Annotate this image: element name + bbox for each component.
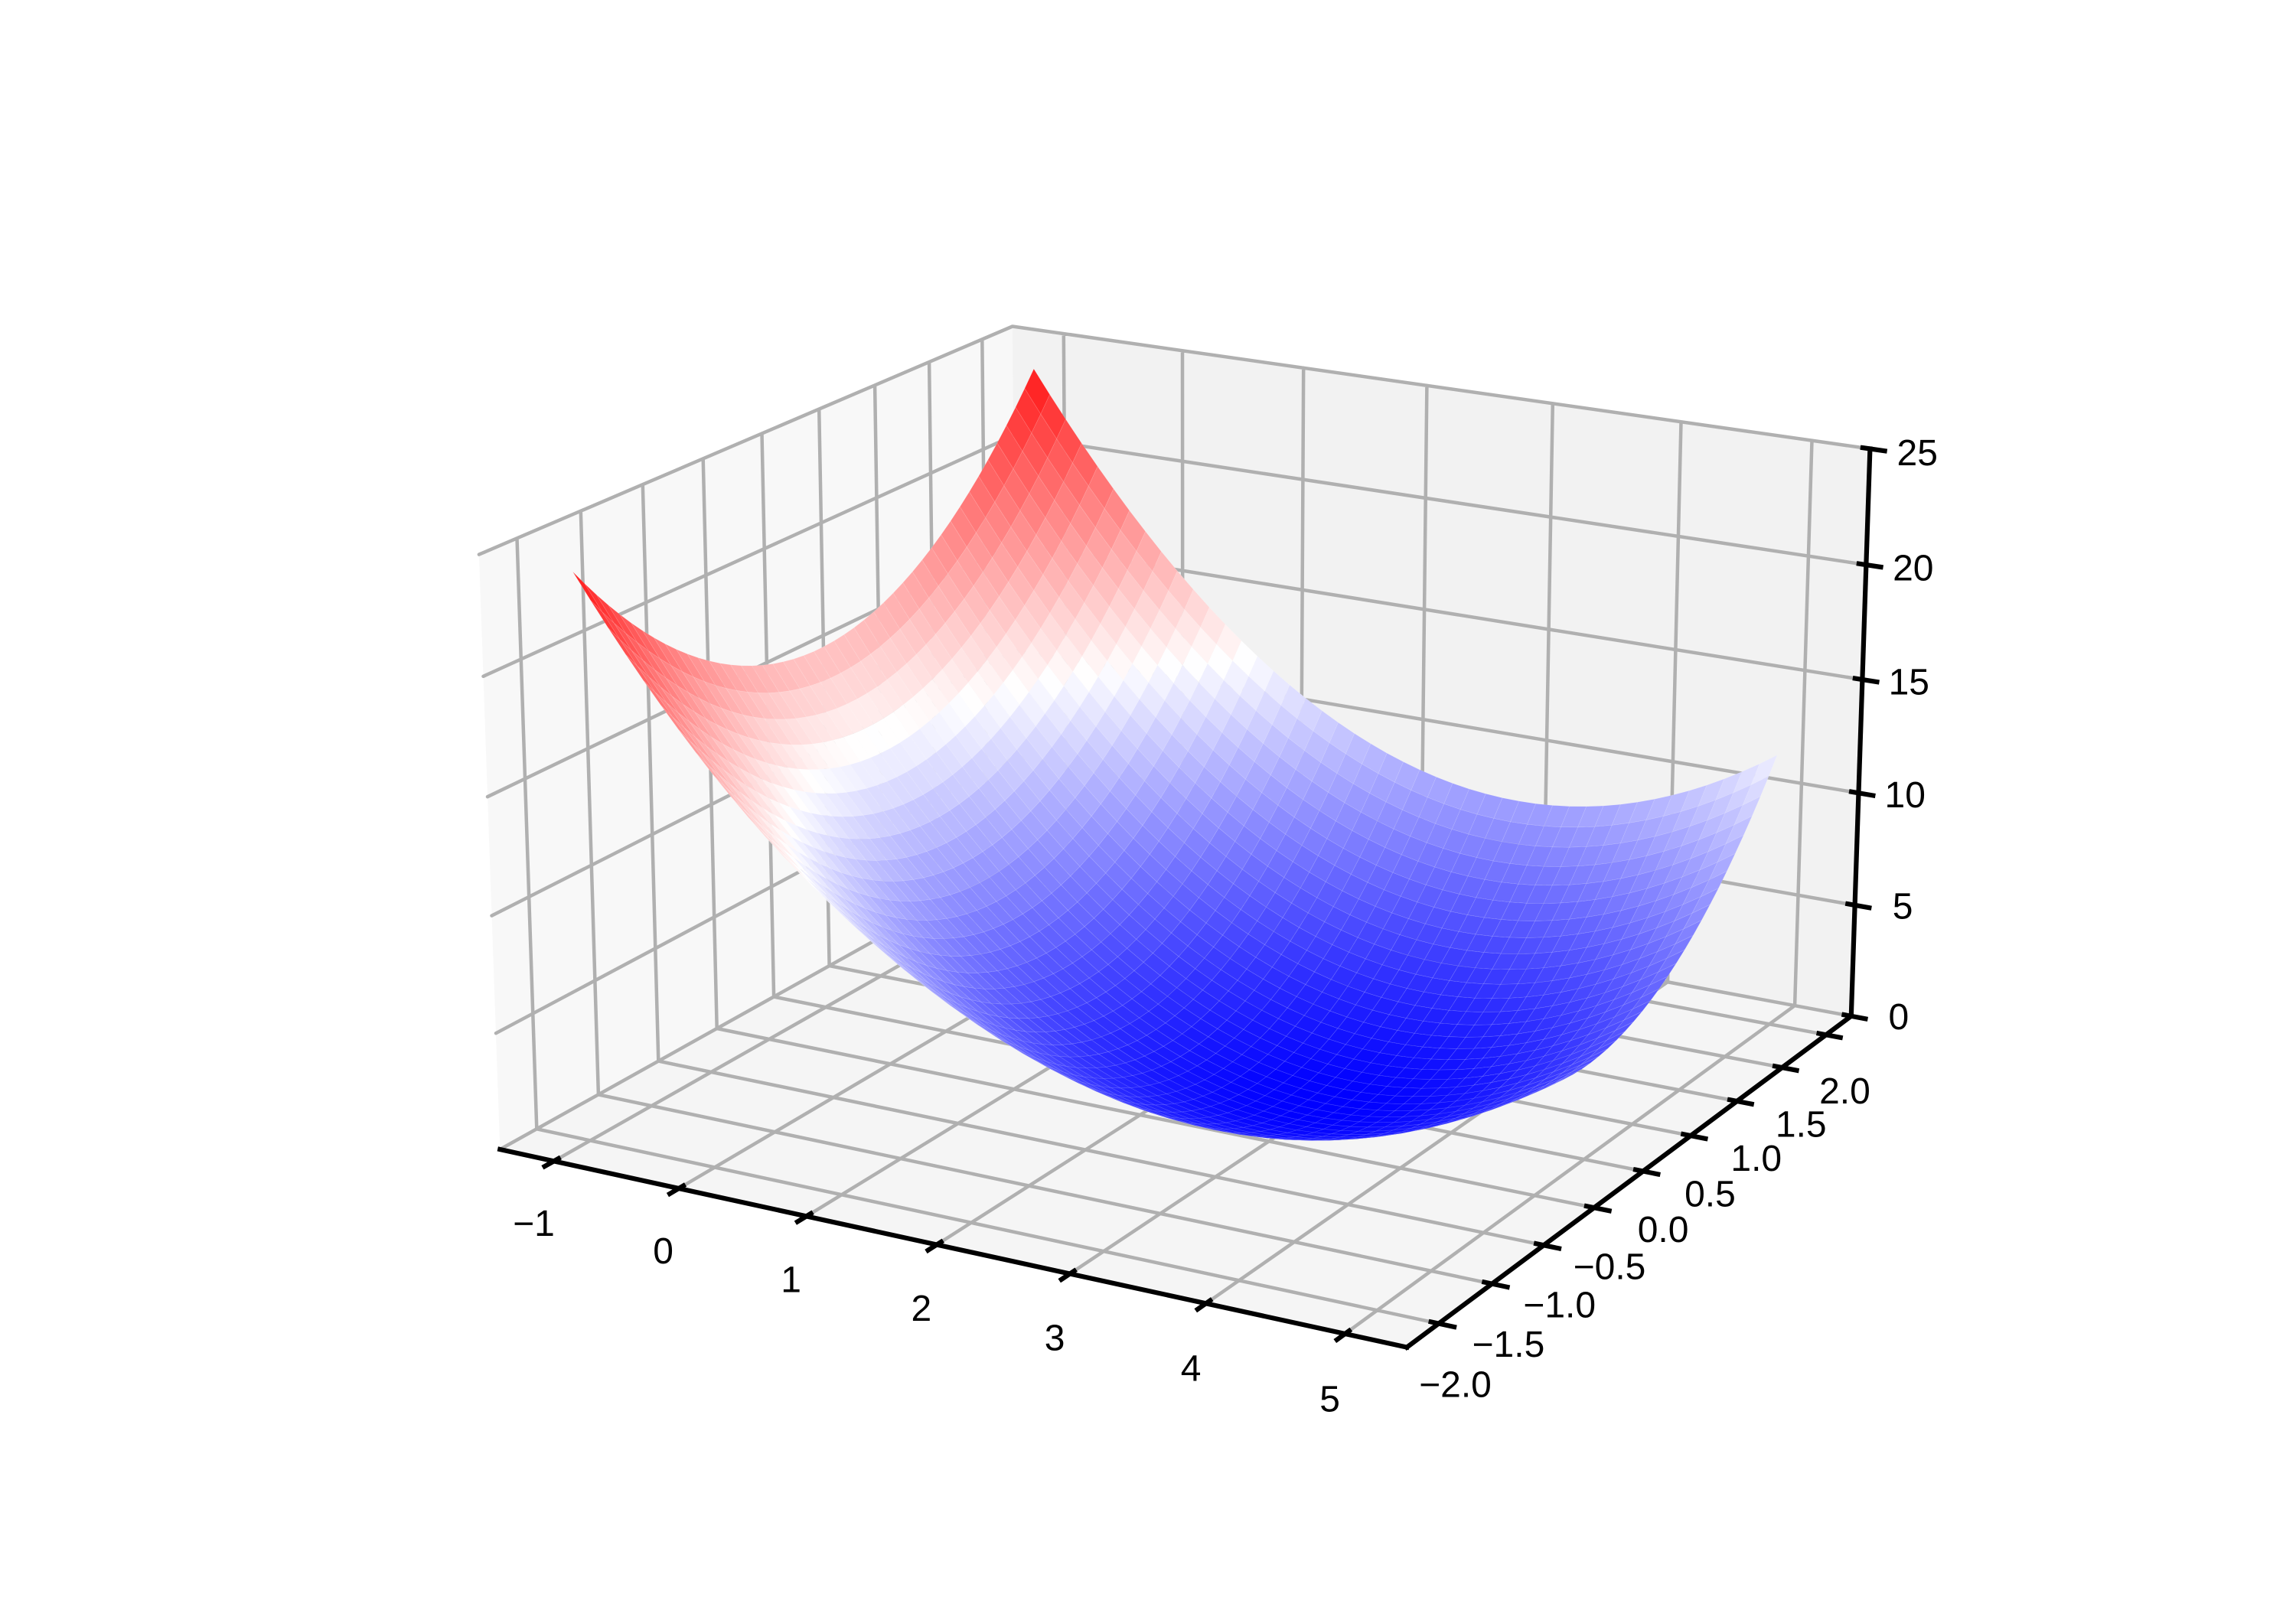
- svg-text:2: 2: [912, 1289, 932, 1329]
- svg-text:4: 4: [1181, 1349, 1202, 1390]
- svg-text:3: 3: [1045, 1319, 1065, 1359]
- svg-text:5: 5: [1319, 1380, 1340, 1420]
- svg-text:10: 10: [1885, 775, 1926, 816]
- svg-text:−1.0: −1.0: [1523, 1286, 1596, 1326]
- svg-text:25: 25: [1897, 433, 1938, 474]
- svg-text:20: 20: [1893, 549, 1933, 589]
- svg-text:−0.5: −0.5: [1574, 1247, 1646, 1288]
- svg-text:1.0: 1.0: [1730, 1139, 1782, 1179]
- svg-text:5: 5: [1893, 887, 1913, 927]
- svg-text:−1.5: −1.5: [1473, 1325, 1545, 1365]
- svg-text:0: 0: [1889, 997, 1910, 1038]
- svg-text:1: 1: [781, 1260, 801, 1300]
- svg-text:−2.0: −2.0: [1419, 1365, 1492, 1406]
- svg-text:−1: −1: [513, 1204, 555, 1244]
- svg-text:0.0: 0.0: [1638, 1210, 1689, 1250]
- svg-text:15: 15: [1889, 663, 1929, 703]
- svg-text:0.5: 0.5: [1684, 1174, 1736, 1214]
- svg-text:2.0: 2.0: [1819, 1071, 1870, 1112]
- svg-text:0: 0: [653, 1231, 673, 1272]
